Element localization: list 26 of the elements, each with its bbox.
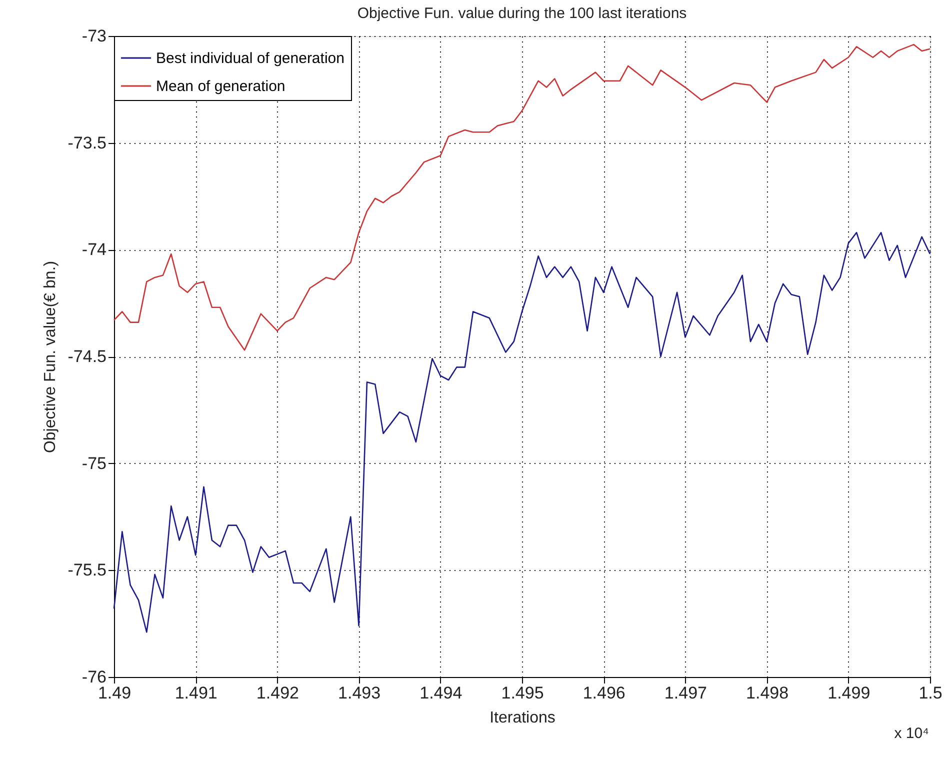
y-tick-label: -75	[82, 454, 106, 473]
chart-title: Objective Fun. value during the 100 last iterations	[357, 5, 687, 22]
y-tick-label: -76	[82, 668, 106, 686]
x-tick-label: 1.499	[828, 684, 870, 702]
x-tick-label: 1.49	[98, 684, 132, 702]
x-tick-label: 1.497	[664, 684, 707, 702]
x-tick-label: 1.492	[256, 684, 299, 702]
legend-label: Mean of generation	[156, 78, 286, 95]
x-tick-label: 1.493	[338, 684, 381, 702]
y-axis-title: Objective Fun. value(€ bn.)	[42, 260, 59, 454]
y-tick-label: -74.5	[68, 347, 106, 366]
line-series	[113, 232, 931, 633]
y-tick-label: -75.5	[68, 560, 106, 580]
x-tick-label: 1.496	[582, 684, 626, 702]
x-axis-title: Iterations	[490, 710, 556, 726]
text: x 10⁴	[894, 725, 929, 742]
legend-label: Best individual of generation	[156, 50, 344, 67]
y-tick-label: -73	[82, 26, 106, 46]
x-tick-label: 1.491	[174, 684, 218, 702]
x-tick-label: 1.495	[501, 684, 544, 702]
x-tick-label: 1.5	[918, 684, 942, 702]
x-tick-label: 1.494	[420, 684, 462, 702]
x-tick-label: 1.498	[746, 684, 789, 702]
line-series	[113, 44, 931, 351]
y-tick-label: -73.5	[68, 133, 106, 152]
y-tick-label: -74	[82, 240, 106, 260]
